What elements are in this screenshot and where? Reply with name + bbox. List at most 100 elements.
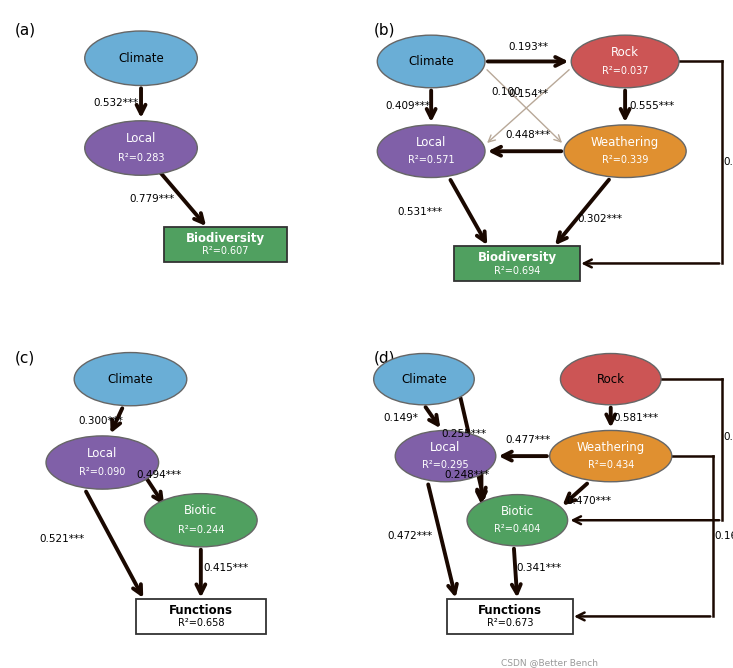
- FancyArrowPatch shape: [558, 180, 609, 242]
- FancyBboxPatch shape: [447, 599, 573, 634]
- FancyArrowPatch shape: [606, 407, 615, 424]
- Ellipse shape: [144, 494, 257, 547]
- Text: 0.531***: 0.531***: [398, 208, 443, 218]
- Text: R²=0.037: R²=0.037: [602, 65, 649, 75]
- Text: Biodiversity: Biodiversity: [186, 232, 265, 245]
- FancyArrowPatch shape: [492, 147, 561, 156]
- FancyArrowPatch shape: [146, 478, 162, 502]
- Text: (c): (c): [15, 350, 34, 365]
- Text: Climate: Climate: [118, 51, 164, 65]
- Text: R²=0.658: R²=0.658: [177, 619, 224, 629]
- FancyArrowPatch shape: [426, 407, 438, 425]
- Text: Weathering: Weathering: [577, 441, 645, 454]
- FancyArrowPatch shape: [161, 172, 203, 222]
- FancyArrowPatch shape: [487, 57, 564, 66]
- Text: Climate: Climate: [408, 55, 454, 68]
- FancyArrowPatch shape: [577, 613, 710, 621]
- Text: R²=0.295: R²=0.295: [422, 460, 469, 470]
- Text: 0.341***: 0.341***: [516, 563, 561, 573]
- Text: CSDN @Better Bench: CSDN @Better Bench: [501, 658, 598, 667]
- Text: Local: Local: [126, 132, 156, 145]
- FancyArrowPatch shape: [196, 550, 205, 593]
- FancyArrowPatch shape: [136, 88, 145, 114]
- FancyArrowPatch shape: [573, 516, 719, 524]
- Text: Weathering: Weathering: [591, 136, 659, 148]
- FancyArrowPatch shape: [427, 91, 435, 118]
- Text: R²=0.607: R²=0.607: [202, 246, 248, 257]
- Text: (b): (b): [374, 23, 395, 38]
- Text: 0.302***: 0.302***: [578, 214, 622, 224]
- Text: 0.248***: 0.248***: [444, 470, 490, 480]
- Text: 0.212*: 0.212*: [723, 432, 733, 442]
- Text: R²=0.090: R²=0.090: [79, 467, 125, 477]
- Text: Local: Local: [416, 136, 446, 148]
- Ellipse shape: [395, 430, 496, 482]
- Text: 0.470***: 0.470***: [567, 496, 611, 506]
- Text: 0.555***: 0.555***: [630, 102, 674, 112]
- FancyBboxPatch shape: [136, 599, 266, 634]
- Text: R²=0.339: R²=0.339: [602, 156, 648, 166]
- FancyArrowPatch shape: [503, 452, 547, 460]
- Text: R²=0.694: R²=0.694: [494, 265, 540, 275]
- FancyArrowPatch shape: [477, 472, 486, 500]
- Text: Rock: Rock: [597, 373, 625, 385]
- FancyBboxPatch shape: [454, 246, 581, 281]
- Text: 0.494***: 0.494***: [136, 470, 181, 480]
- Text: Climate: Climate: [401, 373, 447, 385]
- Ellipse shape: [74, 353, 187, 405]
- Text: Biotic: Biotic: [501, 505, 534, 518]
- Text: Functions: Functions: [478, 604, 542, 617]
- FancyBboxPatch shape: [164, 226, 287, 262]
- Text: Local: Local: [430, 441, 461, 454]
- Text: Local: Local: [87, 447, 117, 460]
- Text: R²=0.244: R²=0.244: [177, 524, 224, 534]
- Text: Functions: Functions: [169, 604, 233, 617]
- Text: 0.193**: 0.193**: [508, 42, 548, 52]
- Ellipse shape: [85, 31, 197, 86]
- Text: R²=0.673: R²=0.673: [487, 619, 534, 629]
- Text: R²=0.434: R²=0.434: [588, 460, 634, 470]
- FancyArrowPatch shape: [86, 492, 141, 594]
- Ellipse shape: [564, 125, 686, 178]
- Text: R²=0.571: R²=0.571: [408, 156, 454, 166]
- Text: 0.779***: 0.779***: [129, 194, 174, 204]
- FancyArrowPatch shape: [584, 260, 719, 267]
- Text: 0.149*: 0.149*: [383, 413, 418, 423]
- Text: 0.581***: 0.581***: [614, 413, 658, 423]
- Text: Rock: Rock: [611, 45, 639, 59]
- FancyArrowPatch shape: [621, 91, 630, 118]
- FancyArrowPatch shape: [460, 398, 486, 497]
- Text: 0.448***: 0.448***: [506, 130, 550, 140]
- Text: R²=0.404: R²=0.404: [494, 524, 540, 534]
- Text: 0.255***: 0.255***: [441, 429, 486, 439]
- Text: 0.472***: 0.472***: [387, 531, 432, 541]
- Ellipse shape: [377, 125, 485, 178]
- Ellipse shape: [377, 35, 485, 88]
- Text: 0.300***: 0.300***: [78, 416, 123, 426]
- Ellipse shape: [46, 436, 158, 489]
- FancyArrowPatch shape: [112, 408, 122, 430]
- Text: 0.123*: 0.123*: [724, 158, 733, 168]
- Text: 0.521***: 0.521***: [40, 534, 84, 544]
- Text: Biotic: Biotic: [184, 504, 218, 518]
- Ellipse shape: [374, 353, 474, 405]
- Ellipse shape: [571, 35, 679, 88]
- Text: 0.409***: 0.409***: [386, 102, 430, 112]
- Text: Biodiversity: Biodiversity: [478, 251, 557, 264]
- Text: 0.532***: 0.532***: [94, 98, 139, 108]
- Text: 0.100: 0.100: [492, 87, 521, 97]
- Ellipse shape: [467, 494, 567, 546]
- Ellipse shape: [561, 353, 661, 405]
- Text: 0.415***: 0.415***: [203, 563, 248, 573]
- Text: R²=0.283: R²=0.283: [118, 152, 164, 162]
- FancyArrowPatch shape: [487, 70, 561, 142]
- Text: (a): (a): [15, 23, 35, 38]
- Text: Climate: Climate: [108, 373, 153, 385]
- Ellipse shape: [550, 430, 671, 482]
- FancyArrowPatch shape: [566, 484, 587, 502]
- Ellipse shape: [85, 121, 197, 175]
- Text: (d): (d): [374, 350, 395, 365]
- Text: 0.154**: 0.154**: [508, 89, 548, 98]
- FancyArrowPatch shape: [488, 69, 569, 142]
- Text: 0.477***: 0.477***: [506, 435, 550, 445]
